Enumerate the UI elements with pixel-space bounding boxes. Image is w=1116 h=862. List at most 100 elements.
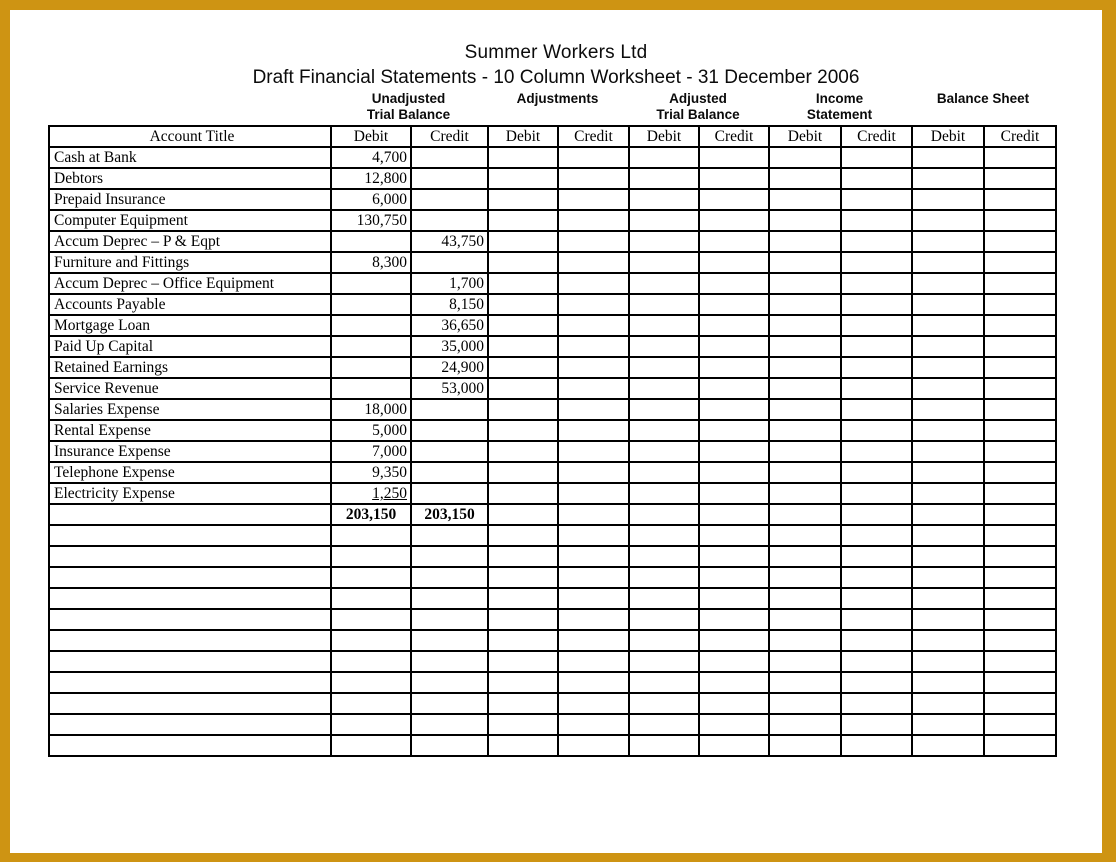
table-row: Furniture and Fittings 8,300 [48, 251, 1057, 274]
empty-cell [911, 587, 985, 610]
worksheet-table: Account Title Debit Credit Debit Credit Debit… [48, 125, 1057, 757]
group-label-line1: Unadjusted [371, 91, 446, 106]
empty-cell [48, 503, 332, 526]
empty-cell [768, 608, 842, 631]
empty-cell [628, 419, 700, 442]
empty-cell [487, 566, 559, 589]
empty-cell [557, 587, 630, 610]
empty-cell [983, 251, 1057, 274]
utb-debit-cell: 7,000 [330, 440, 412, 463]
debit-credit-header: Debit [628, 125, 700, 148]
empty-cell [840, 272, 913, 295]
empty-cell [557, 356, 630, 379]
empty-cell [840, 713, 913, 736]
empty-cell [487, 377, 559, 400]
table-row: Prepaid Insurance 6,000 [48, 188, 1057, 211]
empty-cell [768, 419, 842, 442]
empty-cell [557, 167, 630, 190]
utb-credit-cell [410, 251, 489, 274]
utb-debit-cell: 9,350 [330, 461, 412, 484]
group-label-line2: Trial Balance [656, 107, 740, 122]
empty-cell [48, 545, 332, 568]
empty-cell [698, 356, 770, 379]
empty-cell [698, 272, 770, 295]
empty-cell [698, 461, 770, 484]
empty-cell [768, 524, 842, 547]
empty-cell [557, 419, 630, 442]
empty-cell [628, 545, 700, 568]
empty-cell [698, 419, 770, 442]
empty-cell [48, 608, 332, 631]
empty-cell [768, 650, 842, 673]
empty-cell [768, 671, 842, 694]
column-group-label: Adjustments [487, 91, 628, 123]
empty-cell [330, 671, 412, 694]
empty-cell [487, 146, 559, 169]
empty-cell [698, 629, 770, 652]
account-cell: Rental Expense [48, 419, 332, 442]
empty-cell [628, 377, 700, 400]
empty-cell [628, 398, 700, 421]
empty-cell [911, 608, 985, 631]
empty-cell [698, 692, 770, 715]
empty-row [48, 587, 1057, 610]
empty-cell [628, 293, 700, 316]
account-cell: Retained Earnings [48, 356, 332, 379]
account-cell: Prepaid Insurance [48, 188, 332, 211]
empty-cell [698, 146, 770, 169]
empty-cell [487, 440, 559, 463]
empty-cell [698, 293, 770, 316]
empty-cell [698, 566, 770, 589]
empty-row [48, 671, 1057, 694]
empty-cell [840, 482, 913, 505]
empty-cell [983, 692, 1057, 715]
empty-cell [840, 398, 913, 421]
empty-cell [983, 440, 1057, 463]
utb-debit-cell: 5,000 [330, 419, 412, 442]
empty-cell [911, 650, 985, 673]
empty-cell [840, 524, 913, 547]
utb-credit-cell: 35,000 [410, 335, 489, 358]
empty-cell [983, 713, 1057, 736]
empty-cell [840, 650, 913, 673]
empty-cell [768, 188, 842, 211]
empty-cell [983, 188, 1057, 211]
account-cell: Accounts Payable [48, 293, 332, 316]
empty-cell [768, 377, 842, 400]
empty-cell [330, 734, 412, 757]
utb-credit-cell [410, 461, 489, 484]
empty-cell [698, 209, 770, 232]
empty-cell [487, 335, 559, 358]
empty-cell [487, 587, 559, 610]
empty-cell [557, 188, 630, 211]
empty-cell [557, 545, 630, 568]
empty-cell [557, 251, 630, 274]
empty-cell [983, 167, 1057, 190]
utb-debit-cell [330, 272, 412, 295]
empty-cell [983, 272, 1057, 295]
empty-cell [840, 671, 913, 694]
empty-cell [48, 524, 332, 547]
empty-cell [557, 608, 630, 631]
empty-cell [487, 230, 559, 253]
empty-cell [840, 629, 913, 652]
account-cell: Debtors [48, 167, 332, 190]
empty-cell [487, 293, 559, 316]
empty-cell [768, 629, 842, 652]
empty-cell [840, 461, 913, 484]
account-cell: Cash at Bank [48, 146, 332, 169]
account-title-header: Account Title [48, 125, 332, 148]
utb-credit-total: 203,150 [410, 503, 489, 526]
debit-credit-header: Credit [557, 125, 630, 148]
utb-debit-cell: 4,700 [330, 146, 412, 169]
empty-cell [628, 629, 700, 652]
empty-cell [911, 461, 985, 484]
empty-cell [557, 230, 630, 253]
utb-debit-cell [330, 293, 412, 316]
empty-cell [983, 209, 1057, 232]
empty-cell [840, 419, 913, 442]
empty-cell [768, 713, 842, 736]
empty-cell [911, 734, 985, 757]
empty-cell [983, 524, 1057, 547]
